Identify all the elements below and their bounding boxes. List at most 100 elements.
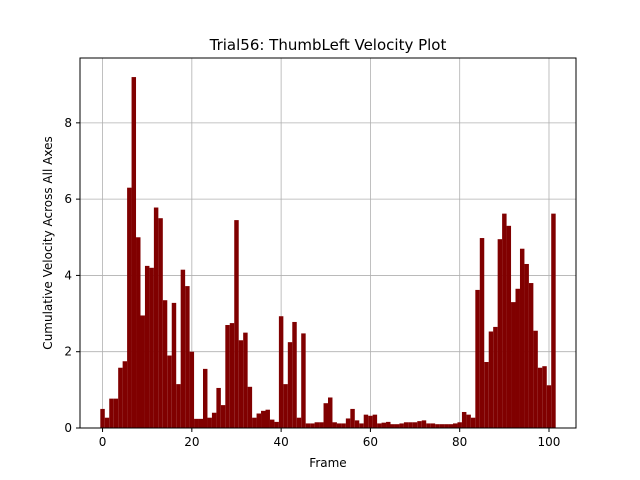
bar: [140, 315, 145, 428]
bars: [100, 77, 556, 428]
bar: [261, 410, 266, 428]
bar: [542, 366, 547, 428]
bar: [519, 248, 525, 428]
bar: [475, 289, 480, 428]
bar: [332, 422, 337, 428]
bar: [403, 422, 409, 428]
bar: [479, 238, 485, 428]
bar: [488, 331, 494, 428]
bar: [131, 77, 137, 428]
bar: [430, 423, 436, 428]
y-tick-label: 0: [64, 421, 72, 435]
bar: [104, 417, 110, 428]
bar: [207, 417, 212, 428]
bar: [269, 419, 275, 428]
bar: [336, 423, 342, 428]
bar: [412, 422, 418, 428]
bar: [359, 423, 364, 428]
y-axis-label: Cumulative Velocity Across All Axes: [41, 136, 55, 349]
bar: [444, 424, 449, 428]
bar: [466, 414, 471, 428]
x-tick-label: 0: [99, 435, 107, 449]
bar: [426, 423, 431, 428]
bar: [390, 424, 395, 428]
x-tick-label: 100: [538, 435, 561, 449]
bar: [238, 340, 244, 428]
bar: [301, 333, 306, 428]
bar: [162, 300, 168, 428]
bar: [484, 362, 489, 428]
bar: [399, 423, 404, 428]
y-tick-label: 8: [64, 116, 72, 130]
bar: [537, 367, 543, 428]
bar: [506, 225, 512, 428]
bar: [368, 415, 373, 428]
bar: [528, 283, 534, 428]
bar: [408, 422, 413, 428]
bar: [109, 398, 114, 428]
bar: [350, 408, 355, 428]
bar: [127, 187, 132, 428]
bar: [533, 330, 538, 428]
bar: [363, 414, 369, 428]
bar: [502, 213, 507, 428]
bar: [511, 302, 516, 428]
bar: [314, 422, 320, 428]
bar: [198, 418, 203, 428]
bar: [372, 414, 378, 428]
bar: [296, 417, 302, 428]
bar: [546, 385, 552, 428]
bar: [113, 398, 119, 428]
bar: [457, 422, 462, 428]
bar: [149, 267, 154, 428]
bar: [394, 424, 400, 428]
bar: [448, 424, 454, 428]
bar: [328, 397, 333, 428]
bar: [319, 422, 324, 428]
y-tick-label: 4: [64, 268, 72, 282]
bar: [185, 286, 190, 428]
bar: [211, 412, 217, 428]
bar: [439, 424, 445, 428]
chart-title: Trial56: ThumbLeft Velocity Plot: [209, 36, 447, 54]
bar: [180, 269, 186, 428]
bar: [220, 405, 226, 428]
bar: [341, 423, 346, 428]
bar: [122, 361, 128, 428]
bar: [247, 386, 253, 428]
bar: [283, 384, 288, 428]
bar: [524, 263, 529, 428]
bar: [194, 418, 199, 428]
bar: [435, 424, 440, 428]
bar: [310, 423, 315, 428]
bar: [256, 413, 262, 428]
bar: [551, 213, 556, 428]
bar: [515, 288, 520, 428]
x-axis-ticks: 0 20 40 60 80 100: [99, 428, 561, 449]
bar: [265, 409, 270, 428]
bar: [377, 423, 382, 428]
bar: [252, 417, 257, 428]
y-tick-label: 2: [64, 345, 72, 359]
bar: [345, 418, 351, 428]
bar: [225, 325, 230, 428]
bar: [171, 302, 177, 428]
bar: [381, 422, 387, 428]
bar: [176, 384, 181, 428]
bar: [292, 321, 297, 428]
bar: [234, 220, 239, 428]
bar: [118, 367, 123, 428]
x-tick-label: 40: [273, 435, 288, 449]
bar: [229, 323, 235, 428]
y-axis-ticks: 0 2 4 6 8: [64, 116, 80, 435]
bar: [274, 421, 279, 428]
bar: [144, 265, 150, 428]
bar: [386, 421, 391, 428]
bar: [417, 421, 422, 428]
bar: [470, 417, 476, 428]
bar: [136, 237, 141, 428]
bar: [305, 423, 311, 428]
plot-frame: [79, 57, 577, 429]
bar: [100, 408, 105, 428]
